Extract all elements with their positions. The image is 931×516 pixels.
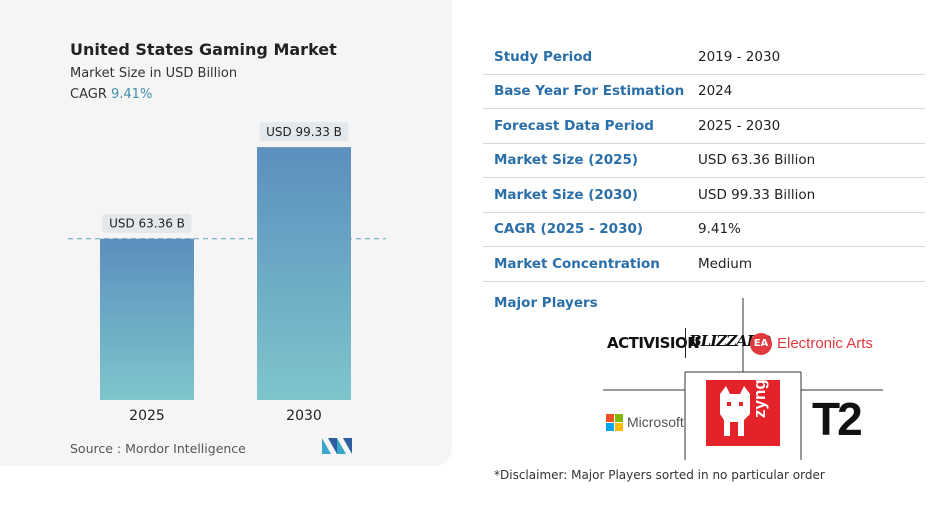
take-two-logo: T2	[812, 393, 863, 445]
disclaimer-note: *Disclaimer: Major Players sorted in no …	[494, 468, 825, 482]
microsoft-windows-icon	[606, 414, 623, 431]
zynga-dog-icon	[720, 386, 750, 436]
chart-subtitle: Market Size in USD Billion	[70, 66, 238, 81]
value-label-box	[102, 213, 192, 233]
electronic-arts-logo: Electronic Arts	[777, 335, 873, 352]
table-row: Market Size (2025) USD 63.36 Billion	[483, 143, 925, 178]
row-key: Base Year For Estimation	[483, 74, 698, 109]
table-row: Market Size (2030) USD 99.33 Billion	[483, 177, 925, 213]
table-row: Forecast Data Period 2025 - 2030	[483, 108, 925, 144]
table-row: Market Concentration Medium	[483, 246, 925, 282]
table-row: Study Period 2019 - 2030	[483, 40, 925, 75]
x-tick-label: 2030	[286, 408, 322, 424]
bar-2030	[257, 147, 351, 400]
cagr-line: CAGR 9.41%	[70, 87, 152, 102]
row-key: Market Size (2025)	[483, 143, 698, 178]
row-value: 9.41%	[698, 212, 925, 247]
activision-logo: ACTIVISION	[607, 334, 700, 352]
cagr-value: 9.41%	[111, 87, 153, 102]
major-players-label: Major Players	[494, 295, 598, 311]
row-key: Study Period	[483, 40, 698, 75]
data-label: USD 99.33 B	[266, 125, 342, 139]
chart-card	[0, 0, 452, 466]
bar-chart: USD 63.36 B 2025 USD 99.33 B 2030	[68, 122, 386, 424]
row-key: Market Size (2030)	[483, 177, 698, 213]
zynga-wordmark: zynga	[750, 380, 769, 418]
microsoft-logo: Microsoft	[627, 414, 684, 430]
value-label-box	[259, 122, 349, 142]
table-row: Base Year For Estimation 2024	[483, 74, 925, 109]
x-tick-label: 2025	[129, 408, 165, 424]
chart-title: United States Gaming Market	[70, 40, 337, 59]
row-value: USD 99.33 Billion	[698, 177, 925, 213]
zynga-logo: zynga	[706, 380, 780, 446]
logo-divider	[685, 328, 686, 358]
table-row: CAGR (2025 - 2030) 9.41%	[483, 212, 925, 247]
row-key: CAGR (2025 - 2030)	[483, 212, 698, 247]
row-value: Medium	[698, 246, 925, 282]
row-value: USD 63.36 Billion	[698, 143, 925, 178]
row-value: 2025 - 2030	[698, 108, 925, 144]
data-label: USD 63.36 B	[109, 217, 185, 231]
ea-icon: EA	[750, 333, 772, 355]
row-value: 2024	[698, 74, 925, 109]
source-note: Source : Mordor Intelligence	[70, 441, 246, 456]
market-summary-table: Study Period 2019 - 2030 Base Year For Est…	[483, 40, 925, 282]
cagr-label: CAGR	[70, 87, 107, 102]
mordor-intelligence-logo-icon	[322, 438, 352, 454]
row-key: Market Concentration	[483, 246, 698, 282]
bar-2025	[100, 238, 194, 400]
row-value: 2019 - 2030	[698, 40, 925, 75]
row-key: Forecast Data Period	[483, 108, 698, 144]
